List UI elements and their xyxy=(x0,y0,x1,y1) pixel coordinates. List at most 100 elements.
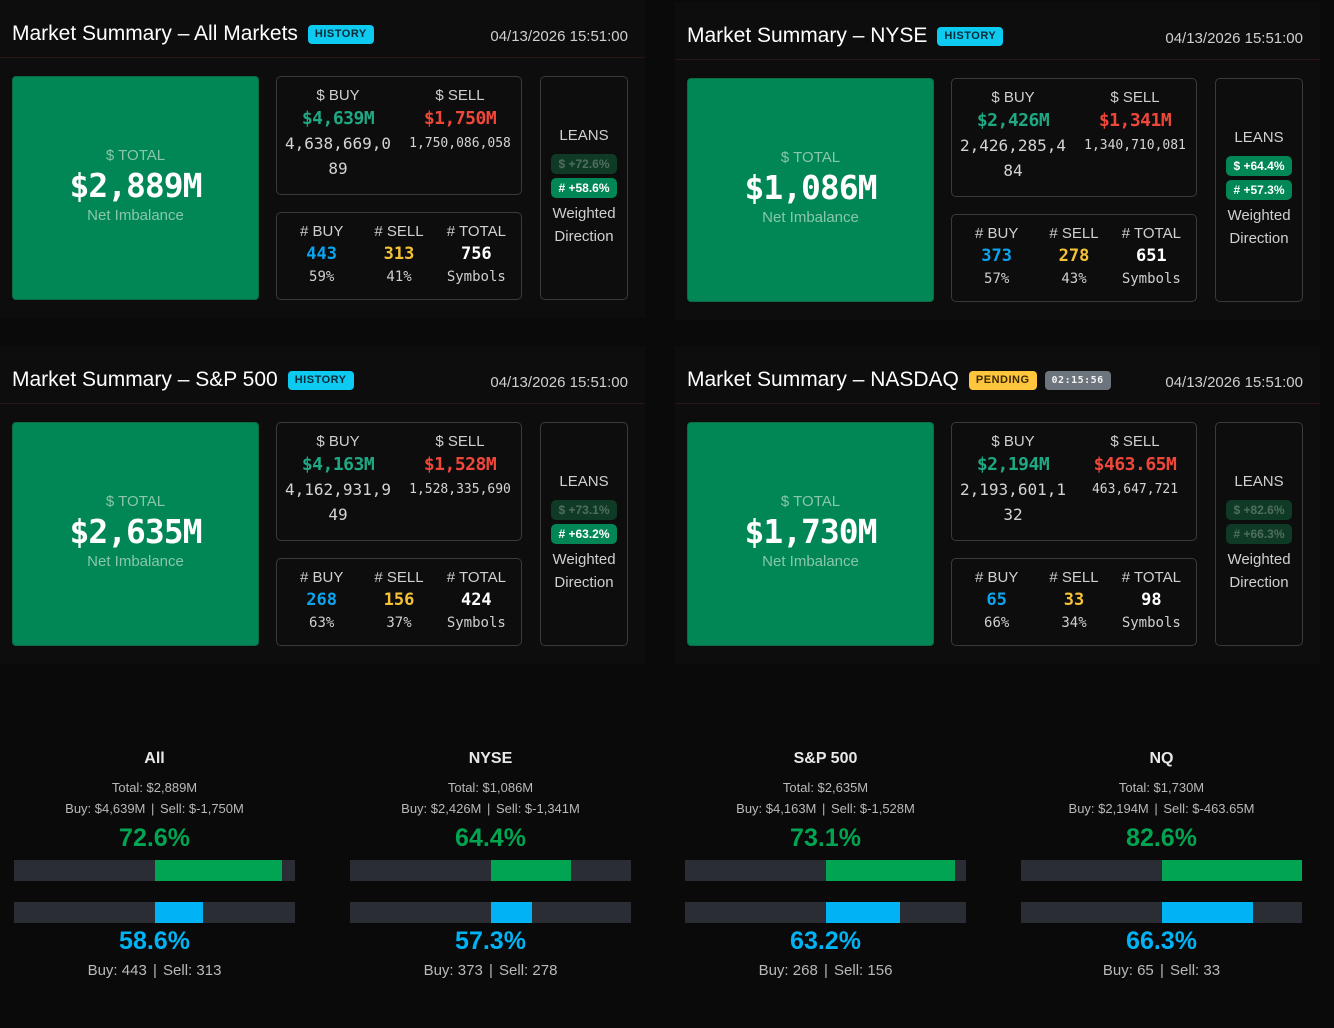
gauge-counts: Buy: 443 | Sell: 313 xyxy=(14,962,295,979)
dollar-sell-raw: 1,528,335,690 xyxy=(409,482,511,497)
symbol-count-card: # BUY 373 57% # SELL 278 43% # TOTAL 651… xyxy=(951,214,1197,302)
dollar-lean-bar-fill xyxy=(154,860,282,881)
dollar-sell-value: $1,341M xyxy=(1098,110,1172,131)
market-gauge: S&P 500 Total: $2,635M Buy: $4,163M | Se… xyxy=(685,750,966,979)
dollar-volume-card: $ BUY $4,639M 4,638,669,089 $ SELL $1,75… xyxy=(276,76,522,195)
dollar-sell-label: $ SELL xyxy=(435,87,485,104)
status-badge[interactable]: HISTORY xyxy=(937,26,1004,46)
count-total-column: # TOTAL 424 Symbols xyxy=(438,559,515,645)
lean-dollar-pill: $ +82.6% xyxy=(1226,500,1292,520)
panel-header: Market Summary – NYSE HISTORY 04/13/2026… xyxy=(675,2,1320,60)
panel-header: Market Summary – S&P 500 HISTORY 04/13/2… xyxy=(0,346,645,404)
count-sell-value: 33 xyxy=(1063,590,1085,610)
leans-pills: $ +64.4% # +57.3% xyxy=(1216,152,1302,200)
net-imbalance-label: Net Imbalance xyxy=(762,209,859,226)
gauge-buy-count: Buy: 443 xyxy=(87,962,147,979)
gauge-counts: Buy: 65 | Sell: 33 xyxy=(1021,962,1302,979)
net-imbalance-card: $ TOTAL $2,889M Net Imbalance xyxy=(12,76,259,300)
count-total-column: # TOTAL 651 Symbols xyxy=(1113,215,1190,301)
lean-count-pill: # +58.6% xyxy=(551,178,617,198)
count-buy-column: # BUY 443 59% xyxy=(283,213,360,299)
dollar-sell-raw: 1,750,086,058 xyxy=(409,136,511,151)
count-sell-pct: 41% xyxy=(386,269,412,285)
weighted-label: Weighted xyxy=(1227,207,1291,224)
panel-title-row: Market Summary – NASDAQ PENDING 02:15:56 xyxy=(687,368,1119,392)
panel-timestamp: 04/13/2026 15:51:00 xyxy=(1165,30,1303,47)
gauge-sell-dollar: Sell: $-1,750M xyxy=(160,801,244,816)
dollar-buy-label: $ BUY xyxy=(316,87,360,104)
gauge-market-name: S&P 500 xyxy=(793,750,858,767)
dollar-volume-card: $ BUY $2,194M 2,193,601,132 $ SELL $463.… xyxy=(951,422,1197,541)
count-buy-label: # BUY xyxy=(299,223,344,240)
dollar-buy-column: $ BUY $4,163M 4,162,931,949 xyxy=(277,423,399,540)
symbol-count-card: # BUY 268 63% # SELL 156 37% # TOTAL 424… xyxy=(276,558,522,646)
dollar-lean-pct: 64.4% xyxy=(455,824,526,852)
count-sell-column: # SELL 33 34% xyxy=(1035,559,1112,645)
gauge-buy-dollar: Buy: $2,194M xyxy=(1068,801,1149,816)
dollar-buy-value: $2,194M xyxy=(976,454,1050,475)
dollar-total-label: $ TOTAL xyxy=(105,493,166,510)
dollar-lean-bar xyxy=(350,860,631,881)
gauge-counts: Buy: 268 | Sell: 156 xyxy=(685,962,966,979)
symbol-count-card: # BUY 443 59% # SELL 313 41% # TOTAL 756… xyxy=(276,212,522,300)
dollar-buy-value: $4,639M xyxy=(301,108,375,129)
count-lean-pct: 66.3% xyxy=(1126,927,1197,955)
count-lean-pct: 58.6% xyxy=(119,927,190,955)
count-sell-label: # SELL xyxy=(1049,225,1099,242)
panel-title: Market Summary – NASDAQ xyxy=(687,368,959,391)
panel-title-row: Market Summary – S&P 500 HISTORY xyxy=(12,368,362,392)
count-lean-pct: 57.3% xyxy=(455,927,526,955)
lean-dollar-pill: $ +64.4% xyxy=(1226,156,1292,176)
count-lean-bar xyxy=(14,902,295,923)
weighted-label: Weighted xyxy=(1227,551,1291,568)
dollar-lean-bar-fill xyxy=(825,860,956,881)
count-lean-pct: 63.2% xyxy=(790,927,861,955)
leans-label: LEANS xyxy=(559,473,609,490)
panel-timestamp: 04/13/2026 15:51:00 xyxy=(490,374,628,391)
net-imbalance-value: $2,635M xyxy=(69,512,202,551)
status-badge[interactable]: HISTORY xyxy=(287,370,354,390)
weighted-direction-label: Weighted Direction xyxy=(1216,548,1302,594)
count-buy-pct: 63% xyxy=(309,615,335,631)
count-lean-bar xyxy=(350,902,631,923)
dollar-buy-column: $ BUY $2,194M 2,193,601,132 xyxy=(952,423,1074,540)
gauge-sell-count: Sell: 313 xyxy=(163,962,222,979)
count-total-value: 98 xyxy=(1141,590,1162,610)
status-badge[interactable]: PENDING xyxy=(968,370,1037,390)
leans-card: LEANS $ +73.1% # +63.2% Weighted Directi… xyxy=(540,422,628,646)
market-summary-panel: Market Summary – NYSE HISTORY 04/13/2026… xyxy=(675,2,1320,320)
dollar-lean-bar-fill xyxy=(490,860,572,881)
dollar-lean-pct: 82.6% xyxy=(1126,824,1197,852)
dollar-buy-raw: 2,193,601,132 xyxy=(960,480,1066,524)
gauge-buy-count: Buy: 268 xyxy=(758,962,818,979)
count-buy-pct: 59% xyxy=(309,269,335,285)
count-buy-value: 443 xyxy=(306,244,338,264)
count-sell-value: 313 xyxy=(383,244,415,264)
count-buy-label: # BUY xyxy=(974,569,1019,586)
lean-count-pill: # +66.3% xyxy=(1226,524,1292,544)
count-total-value: 651 xyxy=(1135,246,1167,266)
leans-card: LEANS $ +82.6% # +66.3% Weighted Directi… xyxy=(1215,422,1303,646)
dollar-buy-raw: 2,426,285,484 xyxy=(960,136,1066,180)
net-imbalance-card: $ TOTAL $1,730M Net Imbalance xyxy=(687,422,934,646)
dollar-sell-column: $ SELL $1,528M 1,528,335,690 xyxy=(399,423,521,540)
count-lean-bar xyxy=(1021,902,1302,923)
lean-count-pill: # +63.2% xyxy=(551,524,617,544)
count-total-column: # TOTAL 756 Symbols xyxy=(438,213,515,299)
count-total-label: # TOTAL xyxy=(446,223,506,240)
count-buy-pct: 66% xyxy=(984,615,1010,631)
dollar-lean-pct: 72.6% xyxy=(119,824,190,852)
net-imbalance-value: $1,730M xyxy=(744,512,877,551)
count-buy-label: # BUY xyxy=(299,569,344,586)
lean-dollar-pill: $ +72.6% xyxy=(551,154,617,174)
status-badge[interactable]: HISTORY xyxy=(307,24,374,44)
count-buy-value: 65 xyxy=(986,590,1007,610)
count-buy-column: # BUY 65 66% xyxy=(958,559,1035,645)
dollar-volume-card: $ BUY $4,163M 4,162,931,949 $ SELL $1,52… xyxy=(276,422,522,541)
count-sell-column: # SELL 313 41% xyxy=(360,213,437,299)
count-sell-column: # SELL 156 37% xyxy=(360,559,437,645)
gauge-market-name: NQ xyxy=(1149,750,1174,767)
market-gauge: NYSE Total: $1,086M Buy: $2,426M | Sell:… xyxy=(350,750,631,979)
dollar-lean-bar xyxy=(685,860,966,881)
count-sell-pct: 43% xyxy=(1061,271,1087,287)
